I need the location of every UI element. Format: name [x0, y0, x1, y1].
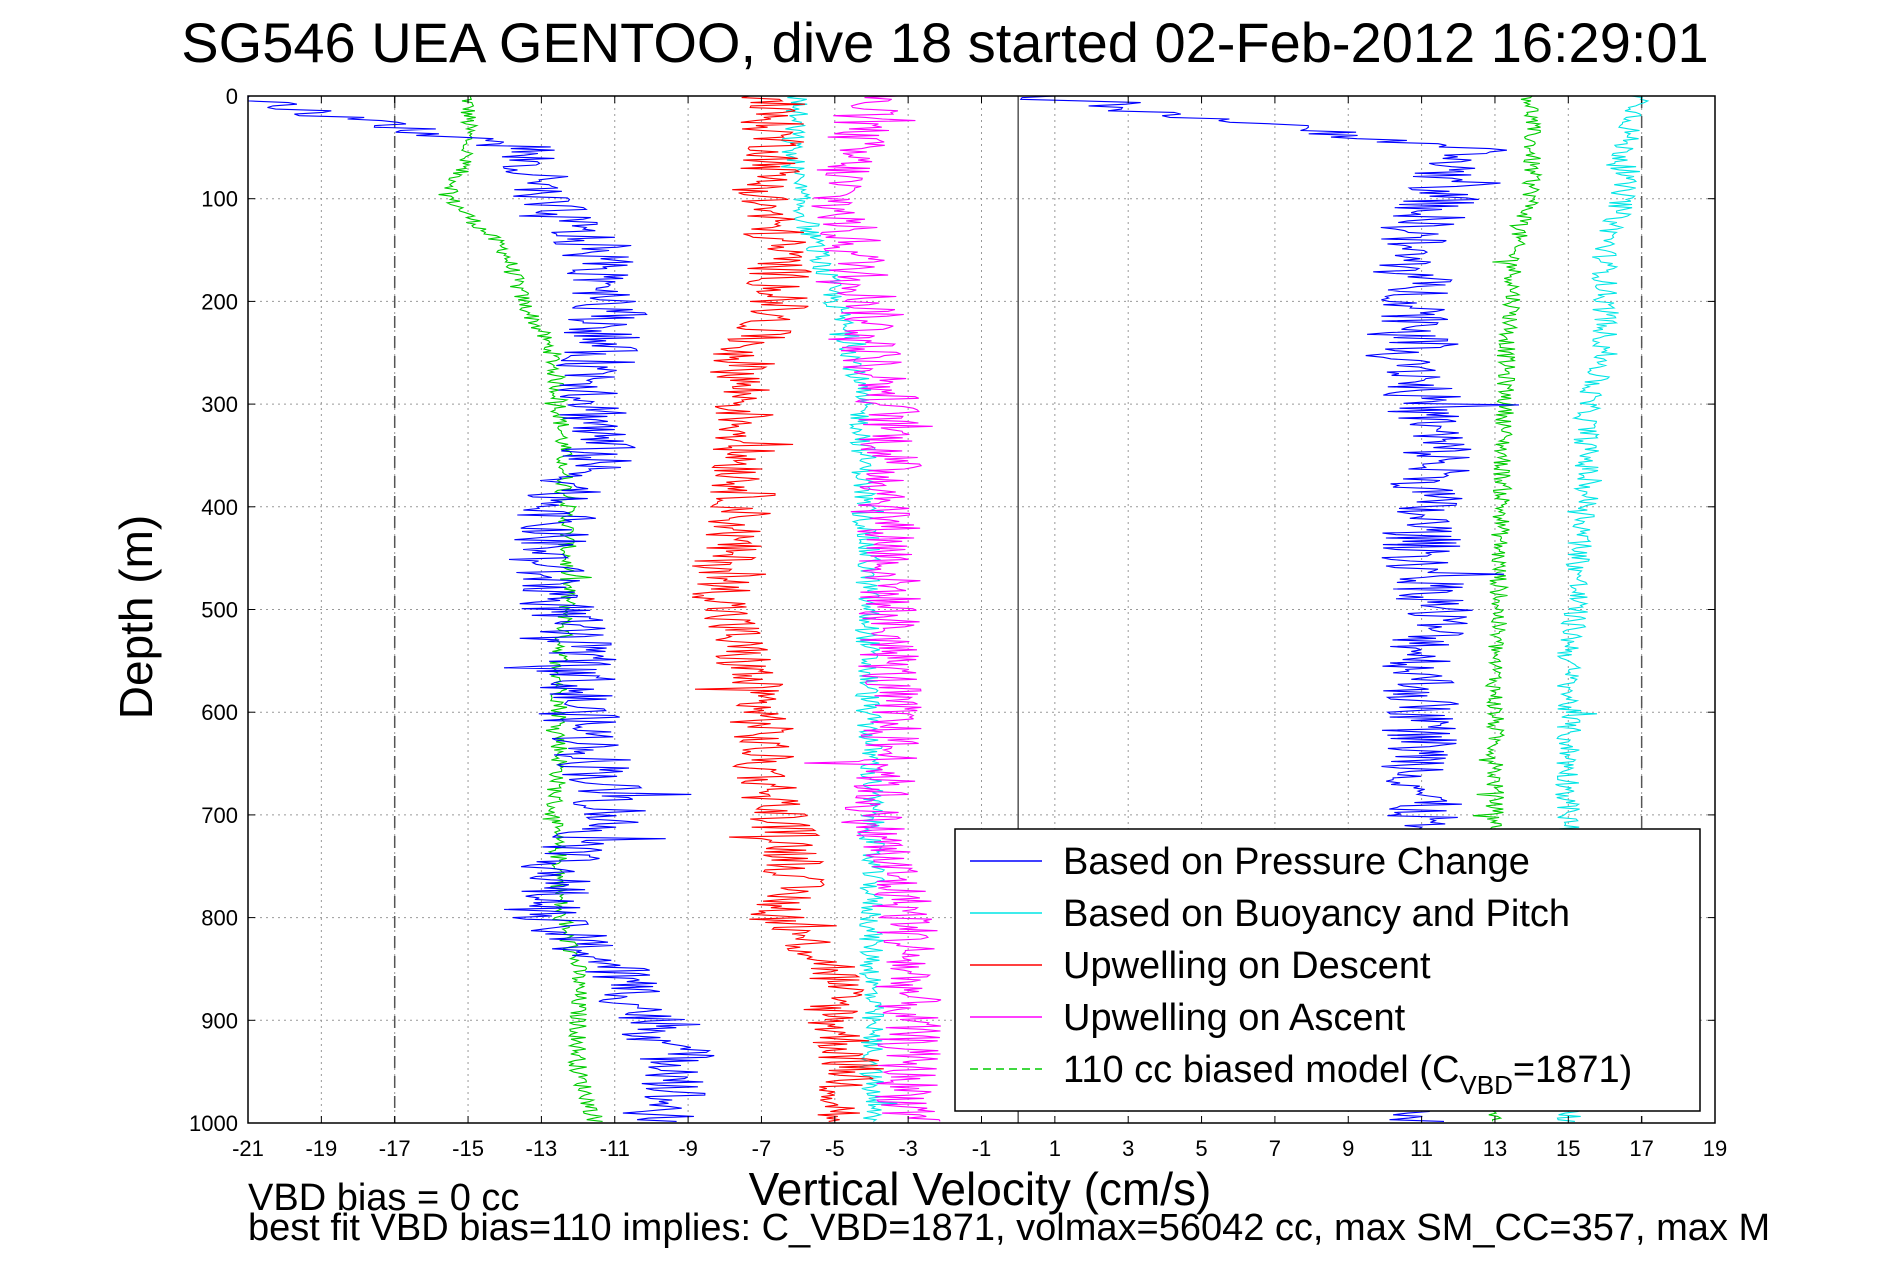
- x-tick-label: -15: [452, 1136, 484, 1161]
- x-tick-label: -3: [898, 1136, 918, 1161]
- vbd-bias-annotation: VBD bias = 0 cc: [248, 1177, 519, 1219]
- y-axis-ticks: 0 100 200 300 400 500 600 700 800 900 1000: [189, 84, 1715, 1136]
- x-tick-label: -5: [825, 1136, 845, 1161]
- x-tick-label: 17: [1629, 1136, 1653, 1161]
- legend-label: Upwelling on Ascent: [1063, 997, 1406, 1039]
- legend: Based on Pressure Change Based on Buoyanc…: [954, 828, 1701, 1112]
- x-axis-label: Vertical Velocity (cm/s): [749, 1163, 1212, 1215]
- y-tick-label: 200: [201, 289, 238, 314]
- x-tick-label: -11: [600, 1136, 630, 1161]
- y-tick-label: 600: [201, 700, 238, 725]
- y-tick-label: 100: [201, 187, 238, 212]
- y-tick-label: 0: [226, 84, 238, 109]
- x-tick-label: 1: [1049, 1136, 1061, 1161]
- x-tick-label: -21: [232, 1136, 264, 1161]
- y-tick-label: 300: [201, 392, 238, 417]
- y-tick-label: 1000: [189, 1111, 238, 1136]
- y-tick-label: 800: [201, 906, 238, 931]
- x-tick-label: 11: [1410, 1136, 1433, 1161]
- x-tick-label: -17: [379, 1136, 411, 1161]
- best-fit-annotation: best fit VBD bias=110 implies: C_VBD=187…: [248, 1207, 1770, 1249]
- y-axis-label: Depth (m): [110, 515, 162, 719]
- x-tick-label: -1: [972, 1136, 992, 1161]
- x-axis-ticks: -21 -19 -17 -15 -13 -11 -9 -7 -5 -3 -1 1 3 5 7 9 11 13 15 1…: [232, 96, 1727, 1161]
- y-tick-label: 500: [201, 598, 238, 623]
- x-tick-label: 5: [1195, 1136, 1207, 1161]
- x-tick-label: 9: [1342, 1136, 1354, 1161]
- legend-label: Based on Buoyancy and Pitch: [1063, 893, 1570, 935]
- x-tick-label: -19: [305, 1136, 337, 1161]
- y-tick-label: 700: [201, 803, 238, 828]
- x-tick-label: 13: [1483, 1136, 1507, 1161]
- series-line: [804, 95, 942, 1122]
- series-line: [692, 95, 884, 1122]
- x-tick-label: -7: [752, 1136, 772, 1161]
- series-line-descent: [247, 95, 715, 1122]
- x-tick-label: -13: [526, 1136, 558, 1161]
- y-tick-label: 900: [201, 1008, 238, 1033]
- legend-label: Upwelling on Descent: [1063, 945, 1431, 987]
- x-tick-label: 3: [1122, 1136, 1134, 1161]
- legend-label: Based on Pressure Change: [1063, 841, 1530, 883]
- x-tick-label: 7: [1269, 1136, 1281, 1161]
- series-line-descent: [780, 95, 898, 1122]
- x-tick-label: 15: [1556, 1136, 1580, 1161]
- chart-title: SG546 UEA GENTOO, dive 18 started 02-Feb…: [181, 11, 1708, 74]
- x-tick-label: -9: [678, 1136, 698, 1161]
- legend-box: [954, 828, 1701, 1112]
- y-tick-label: 400: [201, 495, 238, 520]
- x-tick-label: 19: [1703, 1136, 1727, 1161]
- series-line-descent: [438, 95, 603, 1122]
